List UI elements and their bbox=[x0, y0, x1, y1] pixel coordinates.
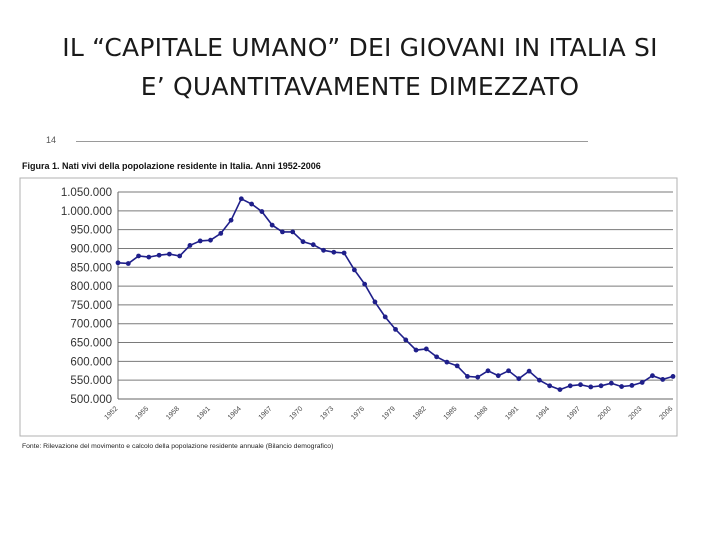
data-point bbox=[290, 229, 296, 235]
data-point bbox=[557, 387, 563, 392]
data-point bbox=[567, 383, 573, 389]
y-tick-label: 800.000 bbox=[70, 281, 112, 293]
data-point bbox=[321, 247, 326, 253]
slide-title-line-1: IL “CAPITALE UMANO” DEI GIOVANI IN ITALI… bbox=[62, 33, 658, 62]
y-tick-label: 900.000 bbox=[70, 243, 112, 255]
y-tick-label: 700.000 bbox=[70, 319, 112, 331]
y-tick-label: 750.000 bbox=[70, 300, 112, 312]
y-tick-label: 950.000 bbox=[70, 225, 112, 237]
data-point bbox=[238, 196, 244, 202]
data-point bbox=[423, 346, 429, 352]
y-tick-label: 600.000 bbox=[70, 356, 112, 368]
data-point bbox=[670, 374, 676, 379]
slide-title: IL “CAPITALE UMANO” DEI GIOVANI IN ITALI… bbox=[20, 28, 700, 106]
data-point bbox=[280, 229, 285, 235]
data-point bbox=[465, 374, 470, 379]
data-point bbox=[629, 383, 635, 388]
data-point bbox=[588, 384, 594, 390]
data-point bbox=[187, 243, 193, 248]
data-point bbox=[578, 382, 583, 388]
data-point bbox=[115, 260, 121, 266]
data-point bbox=[208, 237, 213, 243]
data-point bbox=[146, 254, 152, 260]
data-point bbox=[413, 347, 419, 353]
data-point bbox=[660, 377, 666, 382]
data-point bbox=[331, 249, 337, 255]
data-point bbox=[393, 326, 398, 332]
data-point bbox=[536, 377, 542, 383]
data-point bbox=[454, 363, 460, 369]
data-point bbox=[156, 252, 162, 258]
data-point bbox=[177, 253, 183, 259]
data-point bbox=[341, 250, 347, 256]
data-point bbox=[485, 368, 491, 374]
data-point bbox=[166, 251, 172, 257]
y-tick-label: 850.000 bbox=[70, 262, 112, 274]
data-point bbox=[300, 239, 306, 245]
data-point bbox=[136, 253, 141, 259]
y-tick-label: 1.000.000 bbox=[61, 206, 112, 218]
chart-frame bbox=[19, 177, 678, 437]
data-point bbox=[475, 374, 481, 380]
data-point bbox=[526, 368, 532, 374]
data-point bbox=[650, 373, 655, 379]
y-tick-label: 500.000 bbox=[70, 394, 112, 406]
data-point bbox=[259, 209, 265, 214]
slide-title-line-2: E’ QUANTITAVAMENTE DIMEZZATO bbox=[140, 72, 580, 101]
data-point bbox=[619, 384, 625, 389]
data-point bbox=[310, 242, 316, 248]
data-point bbox=[506, 368, 511, 374]
data-point bbox=[547, 383, 553, 389]
data-point bbox=[495, 373, 501, 379]
data-point bbox=[228, 217, 234, 223]
header-rule bbox=[76, 141, 588, 142]
data-point bbox=[218, 231, 224, 236]
data-point bbox=[197, 238, 203, 244]
data-point bbox=[372, 299, 378, 305]
data-point bbox=[382, 314, 388, 320]
data-point bbox=[269, 222, 275, 228]
data-point bbox=[516, 376, 522, 382]
data-point bbox=[608, 380, 614, 386]
data-point bbox=[403, 337, 409, 343]
data-point bbox=[434, 354, 440, 360]
y-tick-label: 650.000 bbox=[70, 338, 112, 350]
data-point bbox=[598, 383, 604, 389]
data-point bbox=[444, 359, 450, 365]
y-tick-label: 550.000 bbox=[70, 375, 112, 387]
figure-caption: Figura 1. Nati vivi della popolazione re… bbox=[22, 161, 321, 171]
data-point bbox=[125, 261, 131, 266]
figure-source: Fonte: Rilevazione del movimento e calco… bbox=[22, 443, 334, 450]
data-point bbox=[351, 267, 357, 273]
data-point bbox=[249, 201, 255, 207]
y-tick-label: 1.050.000 bbox=[61, 187, 112, 199]
data-point bbox=[362, 281, 368, 287]
page-number: 14 bbox=[46, 135, 57, 145]
data-point bbox=[639, 380, 645, 385]
